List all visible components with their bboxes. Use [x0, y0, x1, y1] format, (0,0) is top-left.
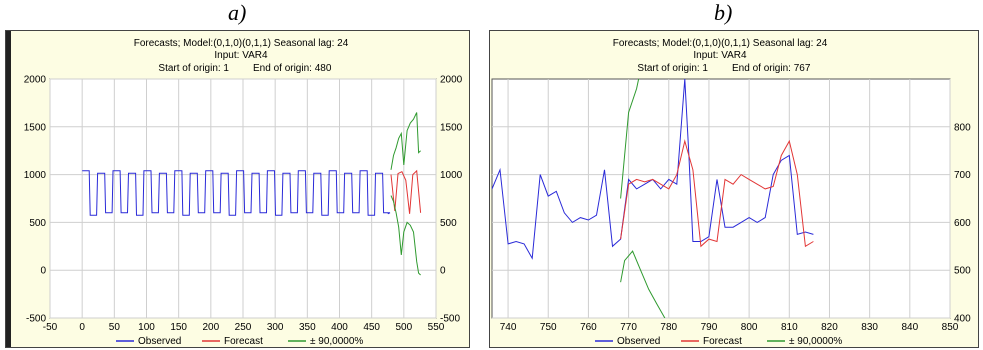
series-observed-line — [492, 79, 814, 260]
x-tick-label: 500 — [395, 322, 412, 333]
x-tick-label: 350 — [299, 322, 316, 333]
origin-end-label: End of origin: 767 — [732, 63, 811, 74]
y-tick-label-left: 2000 — [24, 75, 47, 86]
y-tick-label-left: 1500 — [24, 122, 47, 133]
chart-panel-b: Forecasts; Model:(0,1,0)(0,1,1) Seasonal… — [489, 30, 979, 348]
origin-end-label: End of origin: 480 — [253, 63, 332, 74]
x-tick-label: 820 — [821, 322, 838, 333]
series-interval-line — [620, 79, 640, 199]
x-tick-label: 800 — [741, 322, 758, 333]
x-tick-label: 100 — [138, 322, 155, 333]
y-tick-label-right: -500 — [440, 314, 460, 325]
legend-observed-label: Observed — [617, 336, 660, 347]
y-tick-label-right: 0 — [440, 266, 446, 277]
x-tick-label: 750 — [540, 322, 557, 333]
series-group — [82, 112, 422, 276]
legend-interval-label: ± 90,0000% — [789, 336, 842, 347]
x-tick-label: 740 — [500, 322, 517, 333]
x-tick-label: 840 — [901, 322, 918, 333]
legend-forecast-label: Forecast — [703, 336, 742, 347]
y-tick-label-right: 800 — [954, 122, 971, 133]
series-interval-line — [390, 112, 421, 170]
x-tick-label: 780 — [660, 322, 677, 333]
chart-subtitle: Input: VAR4 — [214, 50, 268, 61]
x-tick-label: 50 — [109, 322, 121, 333]
legend-interval-label: ± 90,0000% — [310, 336, 363, 347]
y-tick-label-left: 0 — [40, 266, 46, 277]
caption-a: a) — [228, 0, 247, 25]
x-tick-label: 770 — [620, 322, 637, 333]
y-tick-label-right: 700 — [954, 170, 971, 181]
chart-title: Forecasts; Model:(0,1,0)(0,1,1) Seasonal… — [134, 38, 349, 49]
chart-title: Forecasts; Model:(0,1,0)(0,1,1) Seasonal… — [613, 38, 828, 49]
y-tick-label-left: -500 — [26, 314, 46, 325]
x-tick-label: 250 — [235, 322, 252, 333]
series-forecast-line — [390, 169, 422, 214]
frame-bar — [6, 31, 11, 347]
origin-start-label: Start of origin: 1 — [158, 63, 229, 74]
x-tick-label: 450 — [363, 322, 380, 333]
series-forecast-line — [620, 139, 814, 248]
y-tick-label-right: 400 — [954, 314, 971, 325]
y-tick-label-left: 500 — [29, 218, 46, 229]
caption-b: b) — [714, 0, 733, 25]
x-tick-label: 300 — [267, 322, 284, 333]
series-group — [492, 79, 814, 318]
legend-observed-label: Observed — [138, 336, 181, 347]
x-tick-label: -50 — [43, 322, 58, 333]
x-tick-label: 850 — [942, 322, 959, 333]
x-tick-label: 550 — [428, 322, 445, 333]
x-tick-label: 400 — [331, 322, 348, 333]
x-tick-label: 790 — [701, 322, 718, 333]
plot-area — [491, 78, 951, 319]
x-tick-label: 830 — [861, 322, 878, 333]
x-tick-label: 760 — [580, 322, 597, 333]
chart-a: Forecasts; Model:(0,1,0)(0,1,1) Seasonal… — [24, 38, 463, 347]
y-tick-label-right: 2000 — [440, 75, 463, 86]
x-tick-label: 0 — [79, 322, 85, 333]
chart-panel-a: Forecasts; Model:(0,1,0)(0,1,1) Seasonal… — [5, 30, 470, 348]
y-tick-label-right: 600 — [954, 218, 971, 229]
series-interval-line — [620, 250, 666, 318]
series-observed-line — [82, 170, 391, 216]
x-tick-label: 200 — [202, 322, 219, 333]
y-tick-label-right: 500 — [440, 218, 457, 229]
chart-b: Forecasts; Model:(0,1,0)(0,1,1) Seasonal… — [491, 38, 971, 347]
y-tick-label-right: 1500 — [440, 122, 463, 133]
y-tick-label-right: 1000 — [440, 170, 463, 181]
x-tick-label: 150 — [170, 322, 187, 333]
chart-subtitle: Input: VAR4 — [693, 50, 747, 61]
y-tick-label-right: 500 — [954, 266, 971, 277]
legend-forecast-label: Forecast — [224, 336, 263, 347]
series-interval-line — [390, 195, 421, 276]
origin-start-label: Start of origin: 1 — [637, 63, 708, 74]
y-tick-label-left: 1000 — [24, 170, 47, 181]
x-tick-label: 810 — [781, 322, 798, 333]
